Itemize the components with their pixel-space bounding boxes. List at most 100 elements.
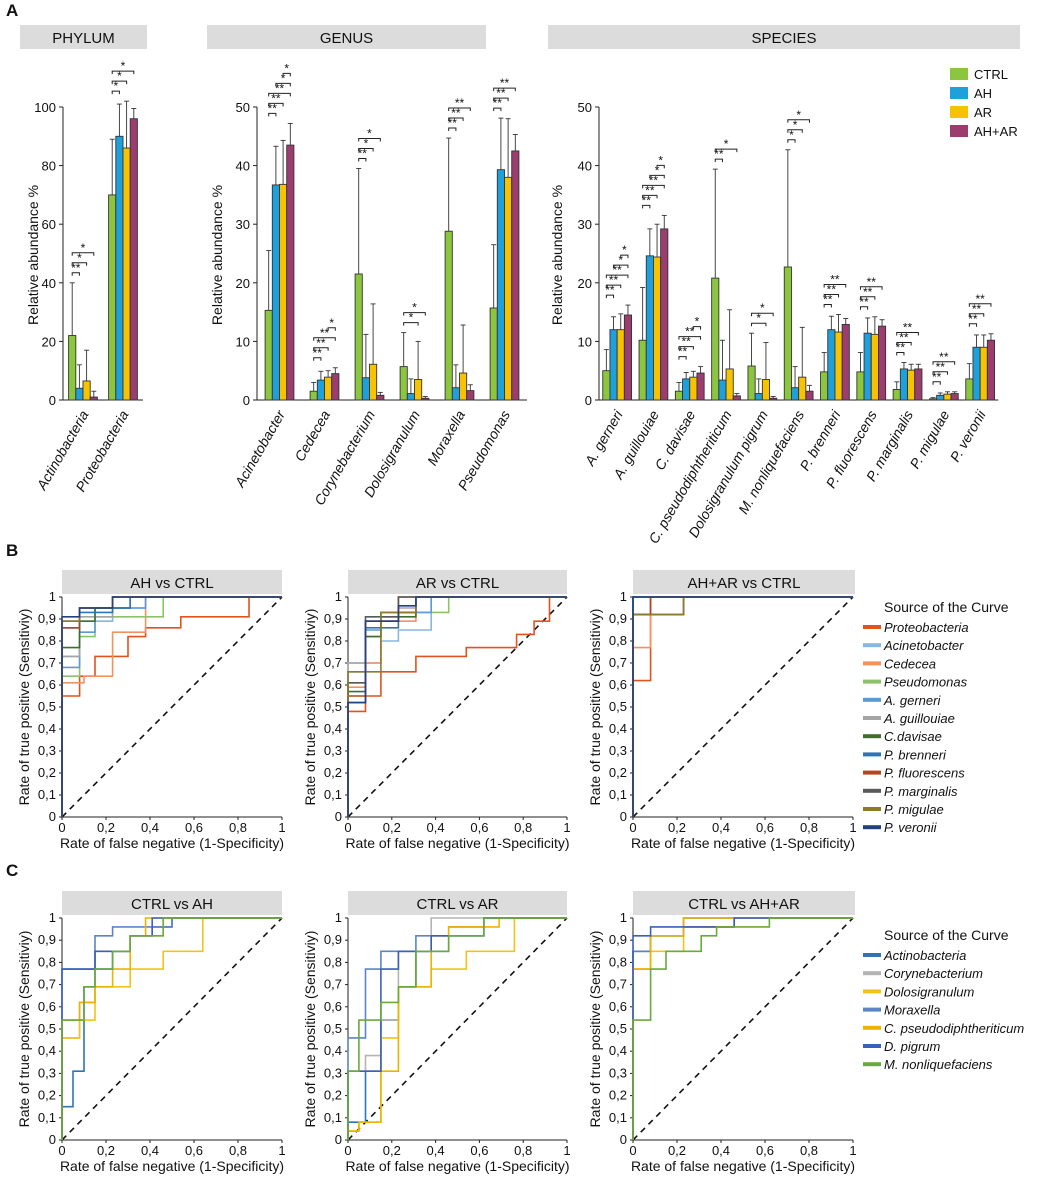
roc_ar_ctrl-x-tick-label: 1	[563, 820, 570, 835]
roc_ctrl_ahar-x-axis-label: Rate of false negative (1-Specificity)	[631, 1158, 855, 1174]
roc_ctrl_ahar-x-tick-label: 0,2	[668, 1143, 686, 1158]
roc_B-legend-item: P. brenneri	[884, 747, 947, 762]
phylum-y-tick-label: 40	[42, 276, 56, 291]
roc_ahar_ctrl-y-axis-label: Rate of true positive (Sensitiviy)	[587, 609, 603, 806]
roc_B-legend-item: Cedecea	[884, 656, 936, 671]
roc_ctrl_ah-header-bg	[62, 891, 282, 915]
phylum-y-tick-label: 0	[49, 393, 56, 408]
roc_ah_ctrl-curve-p-veronii	[61, 596, 282, 817]
roc_ctrl_ah-header: CTRL vs AH	[131, 896, 213, 913]
roc_ah_ctrl-header: AH vs CTRL	[130, 575, 213, 592]
species-significance-bracket	[787, 139, 796, 143]
roc_ahar_ctrl-y-tick-label: 0,9	[609, 611, 627, 626]
genus-bar-ah-ar	[466, 390, 475, 401]
roc_ahar_ctrl-x-tick-label: 1	[849, 820, 856, 835]
roc_C-legend-item: C. pseudodiphtheriticum	[884, 1021, 1024, 1036]
roc_ctrl_ah-y-axis-label: Rate of true positive (Sensitiviy)	[16, 931, 32, 1128]
roc_ctrl_ah-x-tick-label: 0	[58, 1143, 65, 1158]
genus-significance-bracket	[493, 87, 516, 92]
species-significance-label: **	[827, 282, 837, 296]
roc_ar_ctrl-y-tick-label: 1	[335, 589, 342, 604]
species-significance-label: **	[823, 292, 833, 306]
roc_ctrl_ah-y-tick-label: 0,8	[38, 954, 56, 969]
roc_ctrl_ahar-y-tick-label: 0,1	[609, 1110, 627, 1125]
legend-label-ah-ar: AH+AR	[974, 124, 1018, 139]
species-significance-label: **	[678, 345, 688, 359]
roc_ar_ctrl-chart: 0 0,1 0,2 0,3 0,4 0,5 0,6 0,7 0,8 0,9 1 0 0,2 0,4 0,6 0…	[302, 589, 571, 851]
species-significance-bracket	[859, 296, 876, 300]
species-significance-label: **	[975, 292, 985, 306]
roc_ctrl_ar-chart: 0 0,1 0,2 0,3 0,4 0,5 0,6 0,7 0,8 0,9 1 0 0,2 0,4 0,6 0…	[302, 910, 571, 1174]
roc_ctrl_ahar-y-tick-label: 0	[620, 1132, 627, 1147]
species-significance-label: *	[756, 311, 761, 325]
species-significance-bracket	[932, 361, 956, 365]
roc_ar_ctrl-y-tick-label: 0,4	[324, 721, 342, 736]
genus-significance-bracket	[268, 92, 291, 97]
roc_C-legend-swatch	[863, 989, 881, 994]
roc_ctrl_ar-x-tick-label: 0,6	[470, 1143, 488, 1158]
roc_ctrl_ah-x-tick-label: 1	[278, 1143, 285, 1158]
genus-bar-ar	[369, 363, 378, 401]
genus-y-tick-label: 40	[236, 159, 250, 174]
genus-significance-label: **	[448, 116, 458, 130]
roc_ctrl_ar-y-tick-label: 0,4	[324, 1043, 342, 1058]
species-bar-ah	[827, 329, 836, 401]
species-bar-ah-ar	[805, 390, 814, 401]
genus-significance-label: **	[500, 76, 510, 90]
genus-header-bg	[207, 25, 486, 49]
species-significance-bracket	[932, 381, 941, 385]
species-bar-ah	[718, 379, 727, 401]
roc_ahar_ctrl-x-tick-label: 0,8	[800, 820, 818, 835]
species-significance-label: **	[899, 330, 909, 344]
phylum-significance-bracket	[111, 90, 120, 95]
species-bar-ctrl	[711, 277, 720, 401]
roc_ctrl_ahar-y-tick-label: 0,2	[609, 1088, 627, 1103]
species-bar-ah	[791, 387, 800, 401]
roc_ctrl_ah-curve-m-nonliquefaciens	[61, 917, 282, 1140]
species-bar-ah-ar	[769, 397, 778, 401]
genus-significance-label: *	[367, 127, 372, 141]
species-bar-ar	[616, 329, 625, 401]
species-y-axis-label: Relative abundance %	[549, 185, 565, 325]
species-significance-bracket	[605, 274, 629, 279]
genus-significance-bracket	[448, 107, 471, 112]
roc_ctrl_ah-y-tick-label: 0	[49, 1132, 56, 1147]
roc_ctrl_ahar-header: CTRL vs AH+AR	[688, 896, 800, 913]
phylum-header-bg	[20, 25, 147, 49]
species-bar-ctrl	[965, 378, 974, 401]
genus-bar-ah	[271, 184, 280, 401]
roc_ahar_ctrl-y-tick-label: 0,2	[609, 765, 627, 780]
roc_ah_ctrl-x-tick-label: 1	[278, 820, 285, 835]
roc_C-legend-item: Corynebacterium	[884, 966, 983, 981]
phylum-significance-label: *	[81, 241, 86, 255]
roc_ctrl_ahar-header-bg	[633, 891, 855, 915]
panel-letter-b: B	[6, 541, 18, 560]
roc_C-legend-swatch	[863, 953, 881, 957]
roc_ctrl_ahar-y-tick-label: 0,9	[609, 932, 627, 947]
roc_ah_ctrl-y-tick-label: 0,9	[38, 611, 56, 626]
roc_B-legend-item: Proteobacteria	[884, 620, 969, 635]
roc_ahar_ctrl-x-tick-label: 0,6	[756, 820, 774, 835]
species-bar-ctrl	[747, 365, 756, 401]
legend-label-ar: AR	[974, 105, 992, 120]
roc_ah_ctrl-y-tick-label: 0,5	[38, 699, 56, 714]
species-significance-bracket	[751, 312, 774, 317]
species-significance-bracket	[968, 303, 992, 307]
genus-bar-ah	[406, 393, 415, 401]
species-y-tick-label: 20	[578, 276, 592, 291]
species-bar-ar	[761, 379, 770, 401]
roc_ar_ctrl-header: AR vs CTRL	[416, 575, 499, 592]
species-significance-label: **	[896, 340, 906, 354]
species-significance-label: **	[681, 335, 691, 349]
roc_ctrl_ahar-y-tick-label: 0,6	[609, 999, 627, 1014]
roc_ctrl_ahar-x-tick-label: 0	[629, 1143, 636, 1158]
roc_ahar_ctrl-y-tick-label: 0,3	[609, 743, 627, 758]
species-significance-bracket	[605, 284, 622, 289]
roc_ar_ctrl-y-tick-label: 0,2	[324, 765, 342, 780]
species-significance-bracket	[968, 313, 985, 317]
roc_ar_ctrl-x-tick-label: 0,2	[383, 820, 401, 835]
species-y-tick-label: 0	[585, 393, 592, 408]
phylum-significance-bracket	[111, 80, 128, 85]
species-significance-bracket	[859, 306, 869, 310]
legend-swatch-ah-ar	[950, 125, 968, 137]
